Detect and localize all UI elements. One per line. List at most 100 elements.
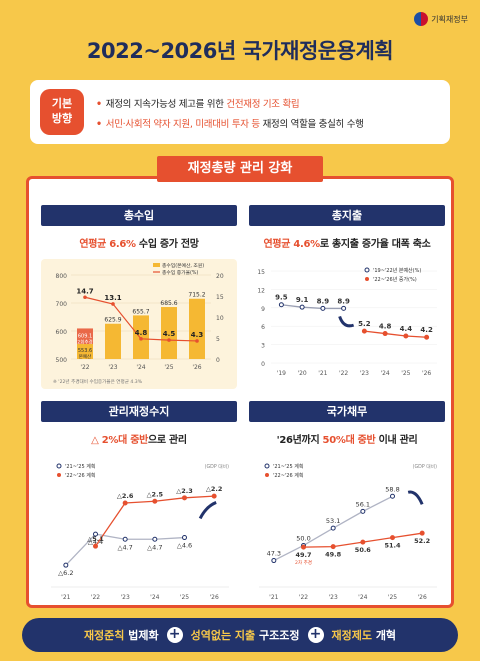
y-tick-left: 500 <box>56 357 68 364</box>
series-point <box>93 531 98 537</box>
debt-panel-subtitle: '26년까지 50%대 중반 이내 관리 <box>249 431 445 446</box>
series-point <box>360 539 366 545</box>
x-tick: '24 <box>136 364 145 371</box>
rate-point <box>83 295 87 300</box>
point-label: 56.1 <box>356 500 370 508</box>
unit-label: (GDP 대비) <box>205 463 230 470</box>
point-label: △4.7 <box>117 543 132 551</box>
x-tick: '24 <box>150 594 159 601</box>
ministry-name: 기획재정부 <box>431 14 468 24</box>
bar <box>189 298 205 359</box>
series-line <box>281 304 344 310</box>
basic-direction-badge: 기본 방향 <box>40 89 84 135</box>
rate-label: 4.8 <box>135 329 148 337</box>
x-tick: '22 <box>80 364 89 371</box>
series-point <box>271 558 277 564</box>
point-label: 49.7 <box>295 551 311 559</box>
series-point <box>301 544 306 550</box>
rate-point <box>167 338 171 342</box>
balance-chart-bg: '21 '22 '23 '24 '25 '26 (GDP 대비) △6.2 △4.4 △4.7 △4… <box>41 454 237 604</box>
rate-label: 14.7 <box>76 287 93 295</box>
legend-label: 총수입(본예산, 조원) <box>162 262 204 269</box>
y-tick: 0 <box>261 361 265 368</box>
rate-point <box>111 302 115 306</box>
debt-chart-bg: '21 '22 '23 '24 '25 '26 (GDP 대비) 47.3 50.0 53.1 56… <box>249 454 445 604</box>
point-label: 52.2 <box>414 537 430 545</box>
bar <box>77 343 93 359</box>
x-tick: '21 <box>61 594 70 601</box>
point-label: 8.9 <box>317 297 330 305</box>
plus-icon: + <box>307 627 324 643</box>
series-point <box>278 302 284 308</box>
point-label: 47.3 <box>267 550 281 558</box>
legend-label: '19~'22년 본예산(%) <box>373 267 421 274</box>
y-tick-right: 0 <box>216 357 220 364</box>
point-label: 50.0 <box>296 534 310 542</box>
trend-arrow-icon <box>407 490 424 505</box>
debt-panel-title: 국가채무 <box>249 401 445 422</box>
x-tick: '26 <box>418 594 427 601</box>
point-annotation: 2차 추경 <box>295 559 312 566</box>
bar <box>161 307 177 359</box>
legend-label: 총수입 증가율(%) <box>162 269 198 276</box>
point-label: 53.1 <box>326 517 340 525</box>
series-point <box>424 334 430 340</box>
x-tick: '26 <box>422 370 431 377</box>
series-point <box>382 331 388 337</box>
series-point <box>403 333 409 339</box>
debt-sub-text: 이내 관리 <box>375 435 418 446</box>
series-point <box>330 544 336 550</box>
point-label: △2.6 <box>117 492 134 500</box>
rate-label: 4.3 <box>191 331 204 339</box>
bullet-icon: • <box>96 99 102 110</box>
series-line <box>364 330 427 338</box>
series-point <box>360 508 366 514</box>
x-tick: '25 <box>180 594 189 601</box>
balance-panel-title: 관리재정수지 <box>41 401 237 422</box>
spending-sub-text: 로 총지출 증가율 대폭 축소 <box>319 239 431 250</box>
x-tick: '23 <box>360 370 369 377</box>
bottom-bar: 재정준칙 법제화 + 성역없는 지출 구조조정 + 재정제도 개혁 <box>22 618 458 652</box>
series-point <box>341 305 347 311</box>
spending-chart: 0 3 6 9 12 15 '19 '20 '21 '22 '23 '24 '25 '26 9.5 9.1 8.… <box>257 267 437 377</box>
series-point <box>211 493 217 499</box>
bar-label: 625.9 <box>104 317 121 324</box>
legend-label: '22~'26년 증가(%) <box>373 276 417 283</box>
y-tick-right: 10 <box>216 315 224 322</box>
x-tick: '23 <box>108 364 117 371</box>
point-label: △2.2 <box>206 485 223 493</box>
bottom-item2-text: 구조조정 <box>255 629 300 642</box>
point-label: 51.4 <box>384 542 401 550</box>
series-point <box>299 304 305 310</box>
bar-supplementary <box>77 328 93 344</box>
spending-chart-bg: 0 3 6 9 12 15 '19 '20 '21 '22 '23 '24 '25 '26 9.5 9.1 8.… <box>249 259 445 389</box>
series-point <box>320 305 326 311</box>
bottom-item2-highlight: 성역없는 지출 <box>190 629 256 642</box>
point-label: △6.2 <box>58 569 73 577</box>
chart-footnote: ※ '22년 추경대비 수입증가율은 연평균 4.3% <box>53 378 143 385</box>
balance-chart: '21 '22 '23 '24 '25 '26 (GDP 대비) △6.2 △4.4 △4.7 △4… <box>51 463 230 601</box>
trend-arrow-icon <box>198 501 217 520</box>
balance-sub-text: 으로 관리 <box>148 435 187 446</box>
bar-annotation: 본예산 <box>79 353 91 360</box>
x-tick: '20 <box>297 370 306 377</box>
series-point <box>390 493 395 499</box>
x-tick: '19 <box>277 370 286 377</box>
revenue-panel-title: 총수입 <box>41 205 237 226</box>
y-tick: 15 <box>257 269 265 276</box>
x-tick: '22 <box>339 370 348 377</box>
unit-label: (GDP 대비) <box>413 463 438 470</box>
bar-label: 685.6 <box>160 300 177 307</box>
x-tick: '24 <box>358 594 367 601</box>
series-point <box>152 498 158 504</box>
line2-text: 재정의 역할을 충실히 수행 <box>259 119 364 130</box>
point-label: 4.2 <box>420 326 433 334</box>
line1-text: 재정의 지속가능성 제고를 위한 <box>105 99 227 110</box>
taeguk-icon <box>414 12 429 26</box>
spending-panel-subtitle: 연평균 4.6%로 총지출 증가율 대폭 축소 <box>249 235 445 250</box>
point-label: 5.2 <box>358 320 371 328</box>
basic-direction-box: 기본 방향 • 재정의 지속가능성 제고를 위한 건전재정 기조 확립 • 서민·사회… <box>30 80 450 144</box>
rate-point <box>195 339 199 343</box>
legend-swatch <box>56 463 62 469</box>
